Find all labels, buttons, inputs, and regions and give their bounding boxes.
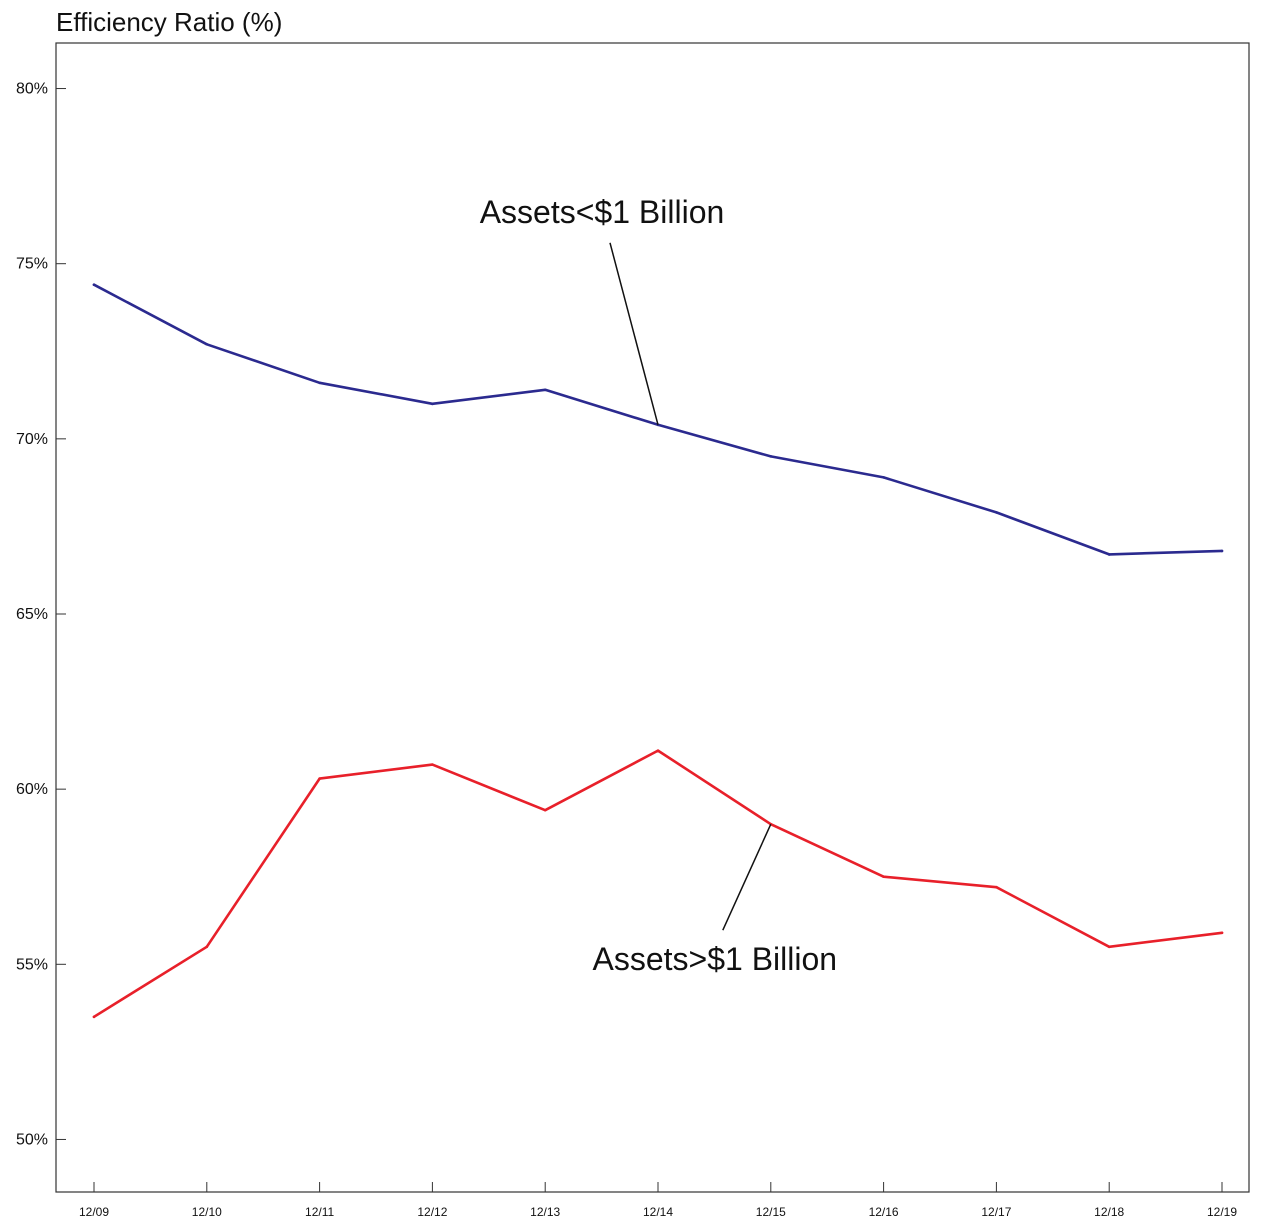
y-tick-label: 80%	[16, 81, 48, 98]
y-tick-label: 50%	[16, 1131, 48, 1148]
y-tick-label: 70%	[16, 431, 48, 448]
x-tick-label: 12/14	[643, 1205, 673, 1219]
x-tick-label: 12/15	[756, 1205, 786, 1219]
x-tick-label: 12/18	[1094, 1205, 1124, 1219]
series-lines	[92, 283, 1224, 1019]
data-point-0	[205, 342, 209, 346]
data-point-1	[543, 808, 547, 812]
x-tick-label: 12/09	[79, 1205, 109, 1219]
data-point-0	[882, 476, 885, 479]
y-tick-label: 75%	[16, 256, 48, 273]
x-tick-label: 12/11	[305, 1205, 334, 1219]
annotation-label: Assets<$1 Billion	[480, 194, 725, 230]
y-tick-label: 60%	[16, 781, 48, 798]
data-point-0	[543, 388, 547, 392]
x-axis: 12/09 12/10 12/11 12/12 12/13 12/14 12/15 12/16…	[79, 1182, 1237, 1219]
series-line-0	[92, 283, 1224, 556]
data-point-1	[431, 763, 434, 766]
data-point-1	[656, 749, 660, 752]
data-point-0	[995, 511, 998, 514]
annotation-leader-line	[609, 242, 659, 426]
data-point-0	[769, 455, 773, 458]
y-tick-label: 55%	[16, 956, 48, 973]
annotation-leader-line	[722, 823, 772, 931]
x-tick-label: 12/10	[192, 1205, 222, 1219]
x-tick-label: 12/16	[869, 1205, 899, 1219]
x-tick-label: 12/19	[1207, 1205, 1237, 1219]
data-point-0	[92, 283, 96, 287]
x-tick-label: 12/12	[417, 1205, 447, 1219]
data-point-0	[1220, 549, 1224, 553]
data-point-0	[431, 402, 434, 406]
chart-title: Efficiency Ratio (%)	[56, 7, 282, 37]
data-point-1	[1220, 931, 1224, 935]
data-point-1	[882, 875, 885, 879]
annotations: Assets<$1 Billion Assets>$1 Billion	[480, 194, 837, 977]
data-point-1	[318, 777, 321, 780]
y-axis: 50% 55% 60% 65% 70% 75% 80%	[16, 81, 66, 1148]
plot-frame	[55, 42, 1250, 1193]
y-tick-label: 65%	[16, 606, 48, 623]
data-point-1	[995, 885, 998, 889]
x-tick-label: 12/13	[530, 1205, 560, 1219]
data-point-1	[1107, 945, 1111, 949]
data-point-1	[92, 1015, 96, 1019]
data-point-0	[318, 381, 321, 385]
data-point-0	[1107, 553, 1111, 556]
annotation-label: Assets>$1 Billion	[593, 941, 838, 977]
x-tick-label: 12/17	[981, 1205, 1011, 1219]
data-point-1	[205, 945, 209, 949]
